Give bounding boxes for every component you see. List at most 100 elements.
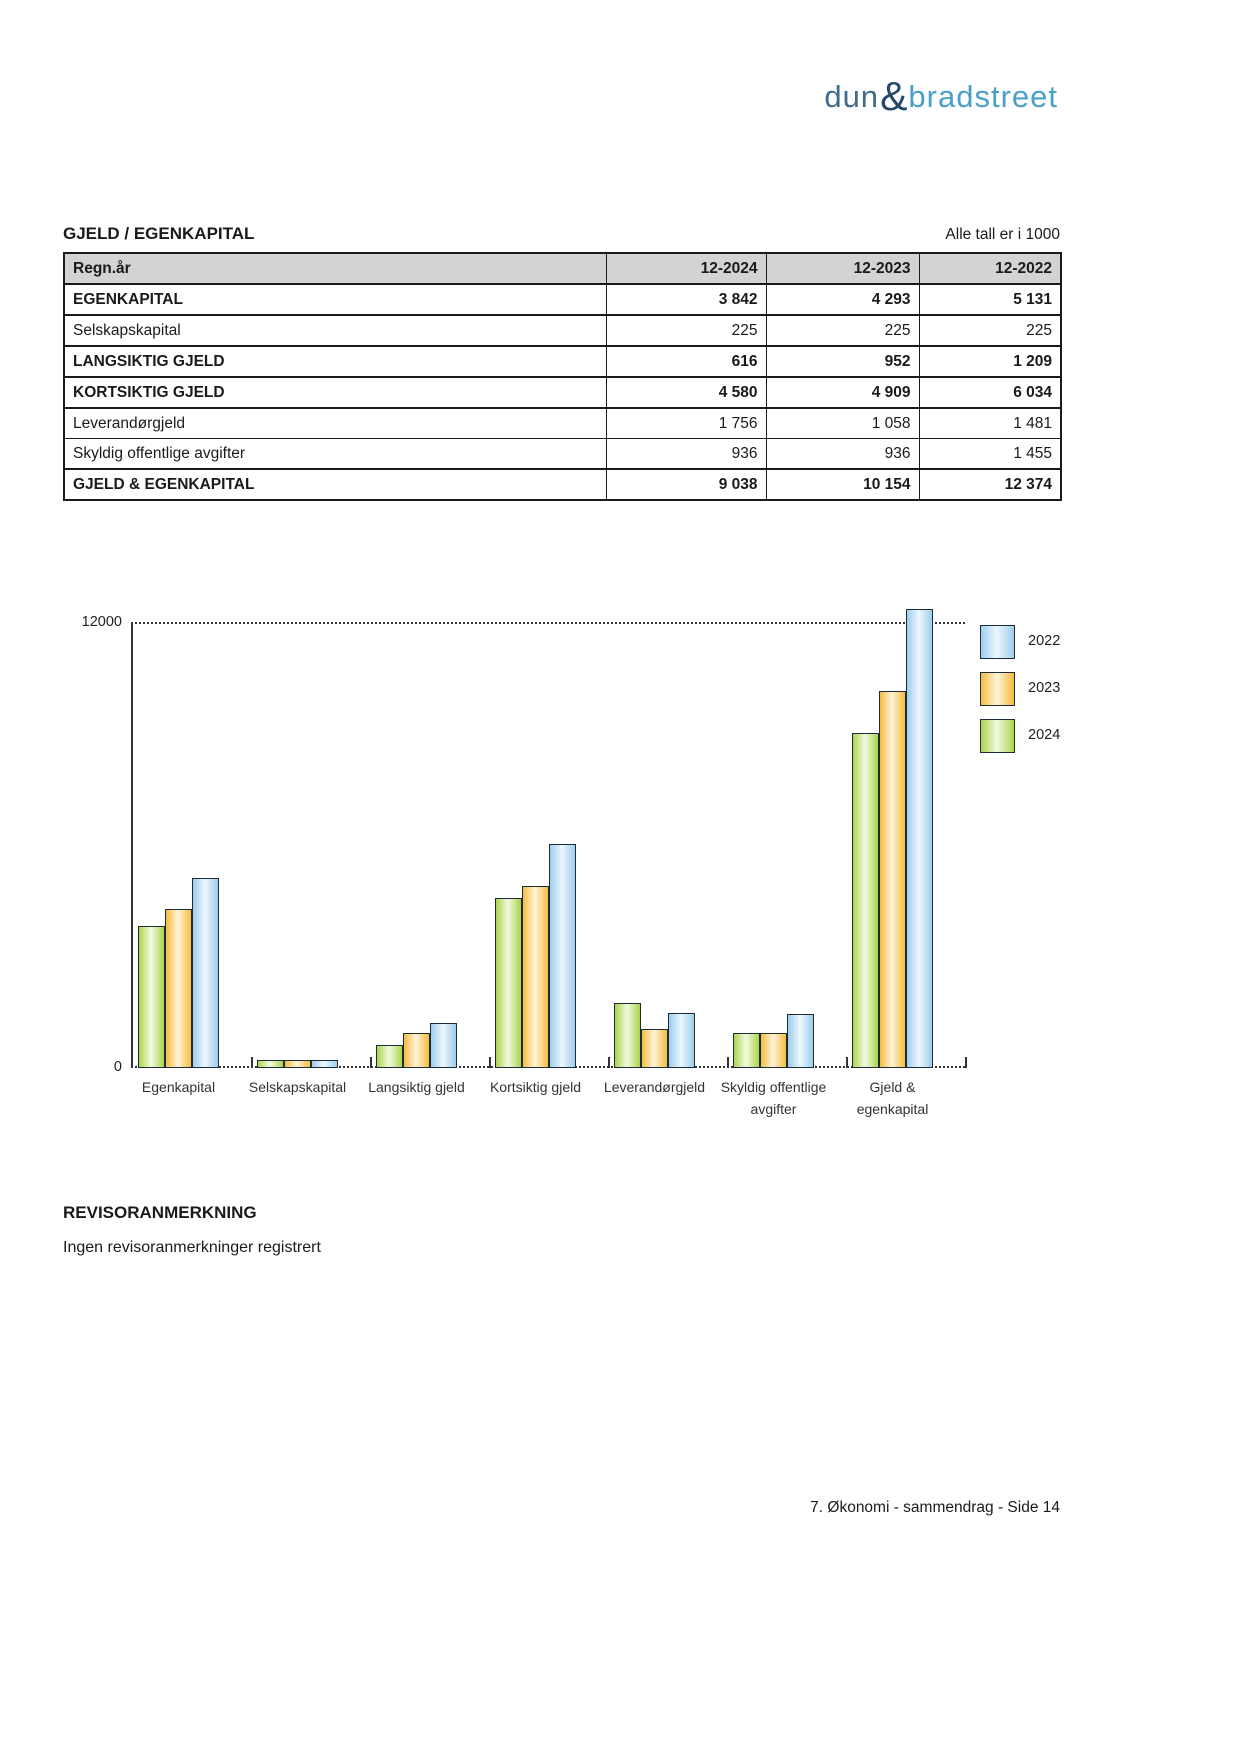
- row-value: 9 038: [605, 468, 767, 501]
- axis-tick: [727, 1057, 729, 1068]
- bar-2022: [549, 844, 576, 1068]
- revisor-body: Ingen revisoranmerkninger registrert: [63, 1239, 321, 1256]
- category-label: Leverandørgjeld: [603, 1079, 706, 1095]
- dnb-logo: dun & bradstreet: [824, 70, 1058, 119]
- logo-text-bradstreet: bradstreet: [908, 79, 1058, 114]
- bar-2022: [311, 1060, 338, 1068]
- category-label: Langsiktig gjeld: [368, 1079, 465, 1095]
- column-header: 12-2022: [918, 252, 1062, 285]
- units-note: Alle tall er i 1000: [945, 226, 1060, 243]
- table-body: EGENKAPITAL 3 842 4 293 5 131 Selskapskapita…: [63, 283, 1062, 501]
- bar-group: [138, 623, 219, 1068]
- section-title: GJELD / EGENKAPITAL: [63, 224, 255, 243]
- bar-group: [614, 623, 695, 1068]
- row-label: EGENKAPITAL: [63, 283, 607, 316]
- row-value: 6 034: [918, 376, 1062, 409]
- row-value: 1 058: [765, 407, 920, 439]
- bar-2024: [852, 733, 879, 1068]
- bar-2022: [787, 1014, 814, 1068]
- category-label: Selskapskapital: [248, 1079, 347, 1095]
- row-label: Skyldig offentlige avgifter: [63, 438, 607, 470]
- bar-2024: [733, 1033, 760, 1068]
- legend-swatch-2023: [980, 672, 1015, 706]
- bar-2024: [495, 898, 522, 1068]
- bar-2023: [641, 1029, 668, 1068]
- table-row: Skyldig offentlige avgifter 936 936 1 455: [63, 438, 1062, 470]
- row-value: 616: [605, 345, 767, 378]
- axis-tick: [846, 1057, 848, 1068]
- bar-2022: [192, 878, 219, 1068]
- legend-label-2022: 2022: [1028, 633, 1061, 649]
- table-row: EGENKAPITAL 3 842 4 293 5 131: [63, 283, 1062, 316]
- category-label: Skyldig offentlige avgifter: [720, 1079, 827, 1117]
- category-label: Gjeld & egenkapital: [856, 1079, 929, 1117]
- row-value: 12 374: [918, 468, 1062, 501]
- row-value: 3 842: [605, 283, 767, 316]
- bar-group: [376, 623, 457, 1068]
- bar-2023: [284, 1060, 311, 1068]
- table-row: Leverandørgjeld 1 756 1 058 1 481: [63, 407, 1062, 439]
- legend-label-2023: 2023: [1028, 680, 1061, 696]
- row-value: 10 154: [765, 468, 920, 501]
- bar-2024: [138, 926, 165, 1068]
- row-value: 952: [765, 345, 920, 378]
- row-value: 4 580: [605, 376, 767, 409]
- category-label: Kortsiktig gjeld: [489, 1079, 582, 1095]
- bar-group: [495, 623, 576, 1068]
- y-axis-line: [131, 623, 133, 1068]
- bar-2023: [403, 1033, 430, 1068]
- axis-tick: [965, 1057, 967, 1068]
- row-label: Leverandørgjeld: [63, 407, 607, 439]
- bar-2024: [376, 1045, 403, 1068]
- bar-2024: [614, 1003, 641, 1068]
- revisor-heading: REVISORANMERKNING: [63, 1203, 257, 1222]
- row-value: 225: [918, 314, 1062, 347]
- row-value: 225: [605, 314, 767, 347]
- bar-group: [733, 623, 814, 1068]
- row-label: Selskapskapital: [63, 314, 607, 347]
- row-value: 4 909: [765, 376, 920, 409]
- legend-label-2024: 2024: [1028, 727, 1061, 743]
- column-header: 12-2023: [765, 252, 920, 285]
- row-label: GJELD & EGENKAPITAL: [63, 468, 607, 501]
- row-value: 1 756: [605, 407, 767, 439]
- logo-ampersand-icon: &: [880, 73, 908, 119]
- bar-2023: [522, 886, 549, 1068]
- row-value: 4 293: [765, 283, 920, 316]
- financial-table: Regn.år 12-2024 12-2023 12-2022 EGENKAPITAL…: [63, 252, 1062, 501]
- bar-group: [852, 609, 933, 1068]
- y-axis-label-zero: 0: [113, 1059, 122, 1075]
- table-row: GJELD & EGENKAPITAL 9 038 10 154 12 374: [63, 468, 1062, 501]
- category-label: Egenkapital: [141, 1079, 216, 1095]
- bar-2023: [879, 691, 906, 1068]
- axis-tick: [251, 1057, 253, 1068]
- axis-tick: [370, 1057, 372, 1068]
- table-row: Selskapskapital 225 225 225: [63, 314, 1062, 347]
- y-axis-label-max: 12000: [81, 614, 122, 630]
- bar-2023: [165, 909, 192, 1068]
- column-header: 12-2024: [605, 252, 767, 285]
- legend-swatch-2022: [980, 625, 1015, 659]
- column-header: Regn.år: [63, 252, 607, 285]
- bar-2022: [430, 1023, 457, 1068]
- table-header: Regn.år 12-2024 12-2023 12-2022: [63, 252, 1062, 285]
- row-value: 1 455: [918, 438, 1062, 470]
- table-row: KORTSIKTIG GJELD 4 580 4 909 6 034: [63, 376, 1062, 409]
- row-label: KORTSIKTIG GJELD: [63, 376, 607, 409]
- axis-tick: [489, 1057, 491, 1068]
- page-footer: 7. Økonomi - sammendrag - Side 14: [810, 1499, 1060, 1516]
- bar-2023: [760, 1033, 787, 1068]
- row-value: 5 131: [918, 283, 1062, 316]
- row-value: 225: [765, 314, 920, 347]
- row-value: 936: [605, 438, 767, 470]
- legend-swatch-2024: [980, 719, 1015, 753]
- table-row: LANGSIKTIG GJELD 616 952 1 209: [63, 345, 1062, 378]
- bar-2022: [906, 609, 933, 1068]
- bar-2024: [257, 1060, 284, 1068]
- axis-tick: [608, 1057, 610, 1068]
- bar-group: [257, 623, 338, 1068]
- row-value: 1 209: [918, 345, 1062, 378]
- logo-text-dun: dun: [824, 79, 880, 114]
- row-value: 936: [765, 438, 920, 470]
